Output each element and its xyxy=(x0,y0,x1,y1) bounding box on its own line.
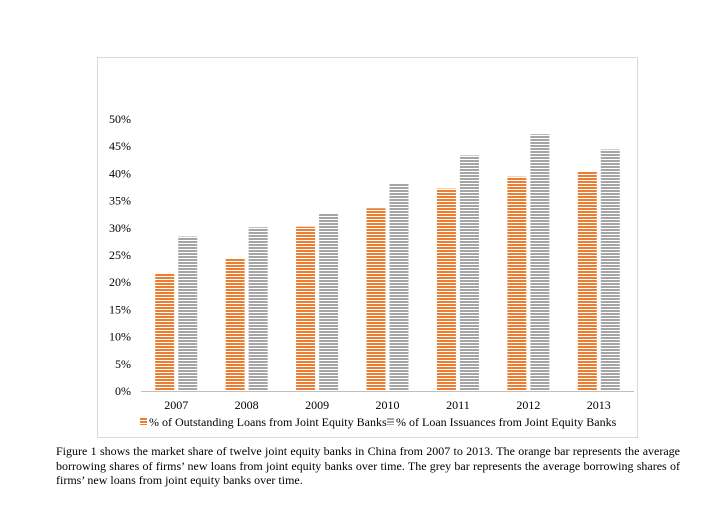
x-tick-label: 2009 xyxy=(305,398,329,412)
y-tick-label: 30% xyxy=(109,221,131,235)
y-axis-tick-labels: 0% 5% 10% 15% 20% 25% 30% 35% 40% 45% 50% xyxy=(109,112,131,398)
x-tick-label: 2012 xyxy=(516,398,540,412)
x-tick-label: 2013 xyxy=(587,398,611,412)
x-tick-label: 2008 xyxy=(235,398,259,412)
bar-loan-issuances-2008 xyxy=(248,227,268,391)
legend-swatch xyxy=(140,418,147,425)
y-tick-label: 35% xyxy=(109,194,131,208)
x-axis-tick-labels: 2007 2008 2009 2010 2011 2012 2013 xyxy=(164,398,611,412)
bar-outstanding-loans-2009 xyxy=(296,226,316,391)
bars-group xyxy=(155,134,620,391)
x-tick-label: 2010 xyxy=(376,398,400,412)
legend-swatch xyxy=(387,418,394,425)
y-tick-label: 50% xyxy=(109,112,131,126)
y-tick-label: 10% xyxy=(109,330,131,344)
legend: % of Outstanding Loans from Joint Equity… xyxy=(140,415,617,429)
y-tick-label: 25% xyxy=(109,248,131,262)
x-tick-label: 2007 xyxy=(164,398,188,412)
bar-outstanding-loans-2013 xyxy=(577,171,597,391)
x-tick-label: 2011 xyxy=(446,398,470,412)
bar-loan-issuances-2010 xyxy=(389,183,409,391)
bar-loan-issuances-2013 xyxy=(600,149,620,391)
bar-outstanding-loans-2012 xyxy=(507,176,527,391)
y-tick-label: 15% xyxy=(109,302,131,316)
legend-label: % of Loan Issuances from Joint Equity Ba… xyxy=(396,415,617,429)
legend-label: % of Outstanding Loans from Joint Equity… xyxy=(149,415,387,429)
bar-loan-issuances-2012 xyxy=(530,134,550,391)
bar-loan-issuances-2009 xyxy=(319,213,339,391)
bar-outstanding-loans-2008 xyxy=(225,258,245,391)
y-tick-label: 0% xyxy=(115,384,131,398)
bar-outstanding-loans-2011 xyxy=(436,188,456,391)
bar-chart: 0% 5% 10% 15% 20% 25% 30% 35% 40% 45% 50% 2007 2008… xyxy=(109,112,634,429)
bar-loan-issuances-2011 xyxy=(459,155,479,391)
bar-outstanding-loans-2007 xyxy=(155,272,175,391)
figure-caption: Figure 1 shows the market share of twelv… xyxy=(56,444,680,487)
y-tick-label: 20% xyxy=(109,275,131,289)
chart-area: 0% 5% 10% 15% 20% 25% 30% 35% 40% 45% 50% 2007 2008… xyxy=(97,57,638,438)
y-tick-label: 40% xyxy=(109,166,131,180)
bar-loan-issuances-2007 xyxy=(178,236,198,391)
bar-outstanding-loans-2010 xyxy=(366,208,386,391)
y-tick-label: 5% xyxy=(115,357,131,371)
y-tick-label: 45% xyxy=(109,139,131,153)
